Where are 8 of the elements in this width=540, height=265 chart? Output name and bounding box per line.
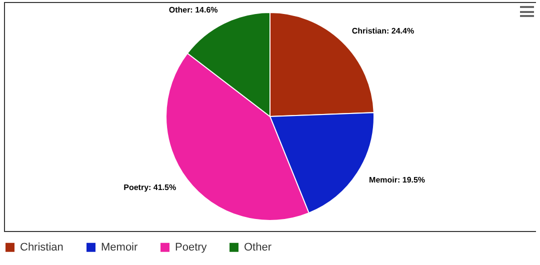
data-label: Christian: 24.4% [352, 26, 414, 36]
legend-label: Memoir [101, 241, 138, 254]
data-label: Poetry: 41.5% [124, 182, 176, 192]
legend-label: Christian [20, 241, 64, 254]
legend-label: Poetry [175, 241, 208, 254]
data-label: Other: 14.6% [168, 6, 218, 15]
legend-label: Other [244, 241, 272, 254]
data-label: Memoir: 19.5% [369, 176, 426, 185]
